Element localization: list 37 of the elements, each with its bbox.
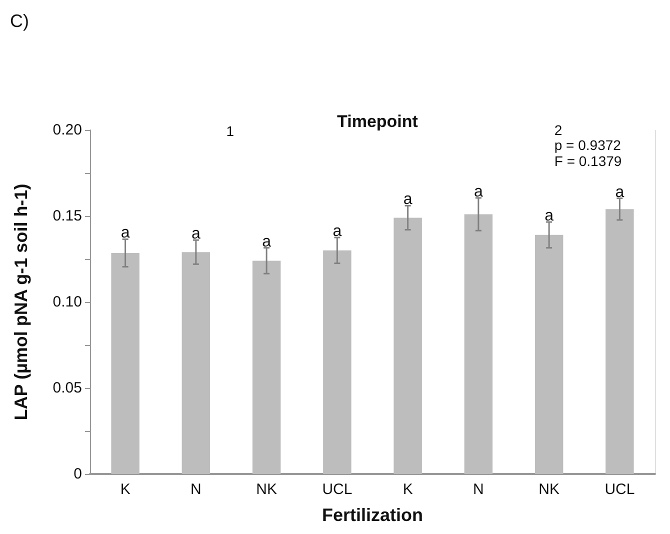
data-label: a <box>474 183 483 200</box>
annotation: 2 <box>554 122 562 138</box>
x-axis-title: Fertilization <box>322 505 424 525</box>
x-tick-label: N <box>473 481 484 498</box>
annotation: F = 0.1379 <box>554 153 622 169</box>
bar <box>464 214 493 474</box>
data-label: a <box>191 226 200 243</box>
y-tick-label: 0.05 <box>52 380 82 396</box>
bar <box>606 209 634 474</box>
bar <box>394 218 422 474</box>
data-label: a <box>615 184 624 201</box>
bar <box>182 252 210 474</box>
chart-title: Timepoint <box>337 112 418 131</box>
x-tick-label: N <box>190 481 202 498</box>
bar <box>534 234 564 474</box>
x-tick-label: NK <box>538 481 560 498</box>
x-tick-label: UCL <box>322 481 352 498</box>
data-label: a <box>403 191 412 208</box>
x-tick-label: K <box>402 481 413 498</box>
x-tick-label: K <box>120 481 130 498</box>
data-label: a <box>120 224 130 242</box>
y-tick-label: 0.20 <box>52 122 82 138</box>
bar <box>252 260 281 474</box>
data-label: a <box>332 223 342 240</box>
data-label: a <box>544 208 554 225</box>
y-tick-label: 0.15 <box>52 208 82 224</box>
x-tick-label: NK <box>256 481 277 498</box>
y-tick-label: 0 <box>74 466 82 482</box>
bar <box>323 250 352 474</box>
bar <box>111 252 140 474</box>
annotation: p = 0.9372 <box>554 137 622 153</box>
x-tick-label: UCL <box>604 481 635 498</box>
text: C) <box>10 11 29 31</box>
data-label: a <box>262 233 272 250</box>
y-tick-label: 0.10 <box>52 294 82 310</box>
y-axis-title: LAP (µmol pNA g-1 soil h-1) <box>11 184 31 420</box>
annotation: 1 <box>226 123 234 139</box>
